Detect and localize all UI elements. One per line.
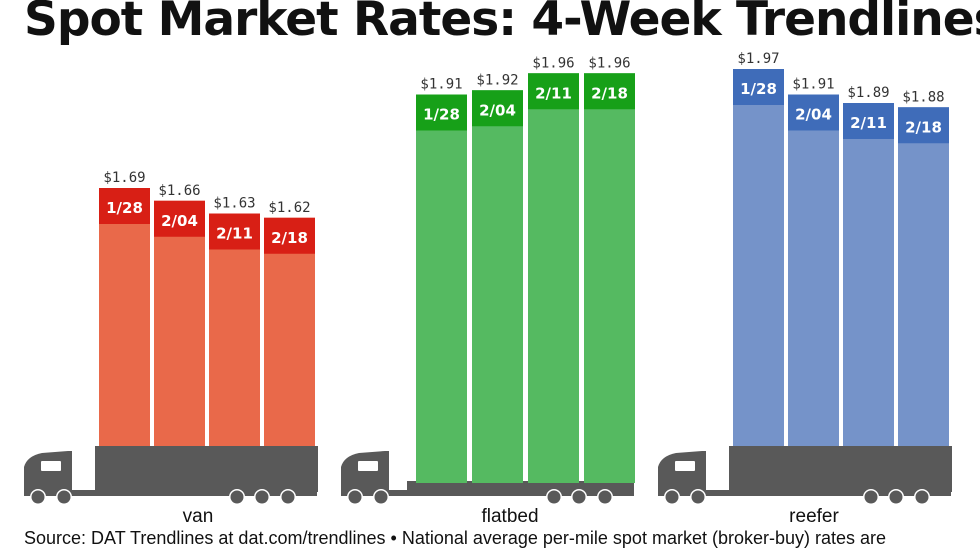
bar-cap — [264, 217, 315, 254]
series-label: van — [183, 506, 214, 527]
bar — [843, 103, 894, 446]
trailer-box — [95, 446, 318, 492]
wheel — [547, 490, 561, 504]
wheel — [57, 490, 71, 504]
truck-chassis — [658, 490, 951, 496]
wheel — [864, 490, 878, 504]
wheel — [348, 490, 362, 504]
category-label: 1/28 — [740, 80, 777, 98]
bar-cap — [472, 90, 523, 127]
bar — [528, 73, 579, 483]
bar — [99, 188, 150, 446]
category-label: 2/18 — [905, 118, 942, 136]
value-label: $1.63 — [213, 196, 255, 212]
wheel — [598, 490, 612, 504]
category-label: 2/18 — [591, 84, 628, 102]
bar — [788, 94, 839, 446]
truck-chassis — [341, 490, 634, 496]
value-label: $1.69 — [103, 170, 145, 186]
bar — [584, 73, 635, 483]
category-label: 2/04 — [161, 212, 198, 230]
source-note: Source: DAT Trendlines at dat.com/trendl… — [24, 528, 887, 548]
value-label: $1.92 — [476, 72, 518, 88]
bar-cap — [733, 69, 784, 105]
trailer-box — [729, 446, 952, 492]
wheel — [230, 490, 244, 504]
value-label: $1.97 — [737, 51, 779, 67]
wheel — [572, 490, 586, 504]
bar-cap — [788, 94, 839, 131]
wheel — [281, 490, 295, 504]
bar — [416, 94, 467, 483]
bar-cap — [898, 107, 949, 144]
value-label: $1.66 — [158, 183, 200, 199]
series-label: flatbed — [481, 506, 538, 527]
value-label: $1.96 — [532, 55, 574, 71]
bar-cap — [416, 94, 467, 131]
category-label: 2/11 — [850, 114, 887, 132]
panel-flatbed: 1/28 $1.91 2/04 $1.92 2/11 $1.96 2/18 $1.96 flat… — [341, 55, 635, 527]
series-label: reefer — [789, 506, 839, 527]
category-label: 2/04 — [795, 106, 832, 124]
cab-window — [41, 461, 61, 471]
panel-van: 1/28 $1.69 2/04 $1.66 2/11 $1.63 2/18 $1.62 van — [24, 170, 318, 527]
wheel — [255, 490, 269, 504]
category-label: 2/04 — [479, 101, 516, 119]
bar-cap — [528, 73, 579, 110]
trailer-deck — [407, 481, 634, 491]
value-label: $1.91 — [792, 77, 834, 93]
chart-title: Spot Market Rates: 4-Week Trendlines — [24, 0, 980, 47]
category-label: 2/11 — [535, 84, 572, 102]
cab-window — [358, 461, 378, 471]
value-label: $1.62 — [268, 200, 310, 216]
value-label: $1.96 — [588, 55, 630, 71]
bar — [898, 107, 949, 446]
bar — [209, 213, 260, 446]
bar-cap — [154, 200, 205, 237]
panel-reefer: 1/28 $1.97 2/04 $1.91 2/11 $1.89 2/18 $1.88 reef… — [658, 51, 952, 527]
category-label: 1/28 — [423, 106, 460, 124]
wheel — [374, 490, 388, 504]
value-label: $1.88 — [902, 89, 944, 105]
bar — [154, 200, 205, 446]
wheel — [31, 490, 45, 504]
bar — [264, 217, 315, 446]
cab-window — [675, 461, 695, 471]
wheel — [889, 490, 903, 504]
category-label: 2/18 — [271, 229, 308, 247]
bar — [733, 69, 784, 446]
value-label: $1.89 — [847, 85, 889, 101]
wheel — [665, 490, 679, 504]
bar-cap — [584, 73, 635, 110]
bar — [472, 90, 523, 483]
truck-chassis — [24, 490, 317, 496]
category-label: 2/11 — [216, 225, 253, 243]
bar-cap — [843, 103, 894, 139]
wheel — [691, 490, 705, 504]
bar-cap — [209, 213, 260, 250]
wheel — [915, 490, 929, 504]
value-label: $1.91 — [420, 77, 462, 93]
category-label: 1/28 — [106, 199, 143, 217]
bar-cap — [99, 188, 150, 224]
